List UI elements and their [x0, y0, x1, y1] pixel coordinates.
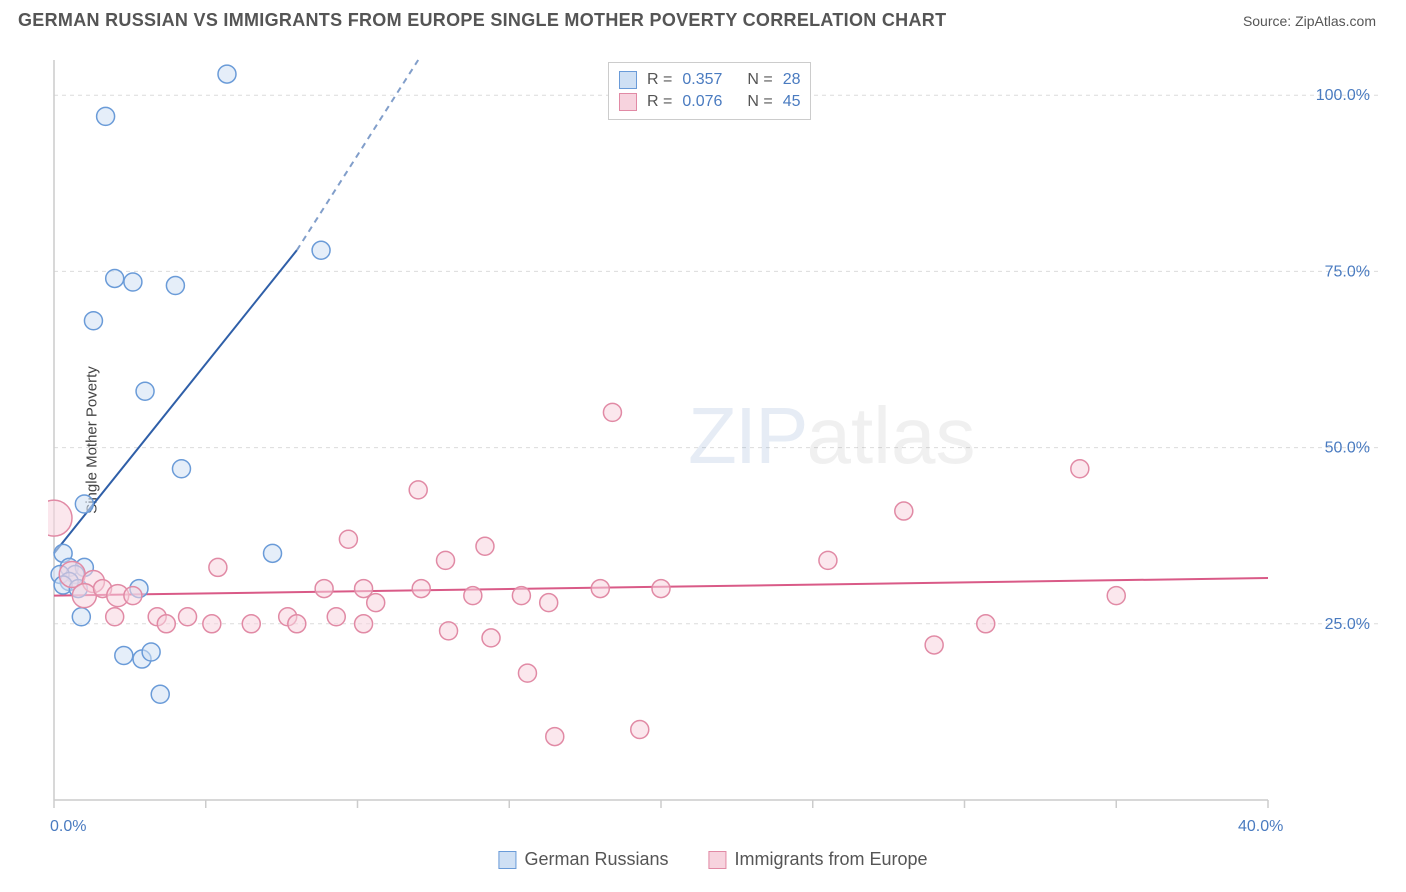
- r-value: 0.357: [682, 71, 737, 89]
- legend-item: Immigrants from Europe: [709, 849, 928, 870]
- stats-row: R = 0.357 N = 28: [619, 69, 800, 91]
- legend-label: Immigrants from Europe: [735, 849, 928, 870]
- svg-text:50.0%: 50.0%: [1325, 440, 1370, 457]
- n-label: N =: [747, 93, 772, 111]
- legend-swatch: [498, 851, 516, 869]
- chart-area: Single Mother Poverty 25.0%50.0%75.0%100…: [48, 50, 1378, 830]
- scatter-plot: 25.0% 50.0% 75.0% 100.0%: [48, 50, 1378, 830]
- chart-header: GERMAN RUSSIAN VS IMMIGRANTS FROM EUROPE…: [0, 0, 1406, 36]
- r-label: R =: [647, 93, 672, 111]
- legend-item: German Russians: [498, 849, 668, 870]
- n-value: 45: [783, 93, 801, 111]
- r-label: R =: [647, 71, 672, 89]
- stats-swatch: [619, 93, 637, 111]
- legend-label: German Russians: [524, 849, 668, 870]
- stats-row: R = 0.076 N = 45: [619, 91, 800, 113]
- legend-swatch: [709, 851, 727, 869]
- source-label: Source: ZipAtlas.com: [1243, 13, 1376, 29]
- x-axis-end-label: 40.0%: [1238, 818, 1283, 836]
- x-axis-start-label: 0.0%: [50, 818, 86, 836]
- stats-swatch: [619, 71, 637, 89]
- legend: German Russians Immigrants from Europe: [498, 849, 927, 870]
- stats-box: R = 0.357 N = 28 R = 0.076 N = 45: [608, 62, 811, 120]
- svg-text:100.0%: 100.0%: [1316, 87, 1370, 104]
- n-value: 28: [783, 71, 801, 89]
- n-label: N =: [747, 71, 772, 89]
- chart-title: GERMAN RUSSIAN VS IMMIGRANTS FROM EUROPE…: [18, 10, 946, 31]
- svg-text:75.0%: 75.0%: [1325, 263, 1370, 280]
- svg-text:25.0%: 25.0%: [1325, 616, 1370, 633]
- r-value: 0.076: [682, 93, 737, 111]
